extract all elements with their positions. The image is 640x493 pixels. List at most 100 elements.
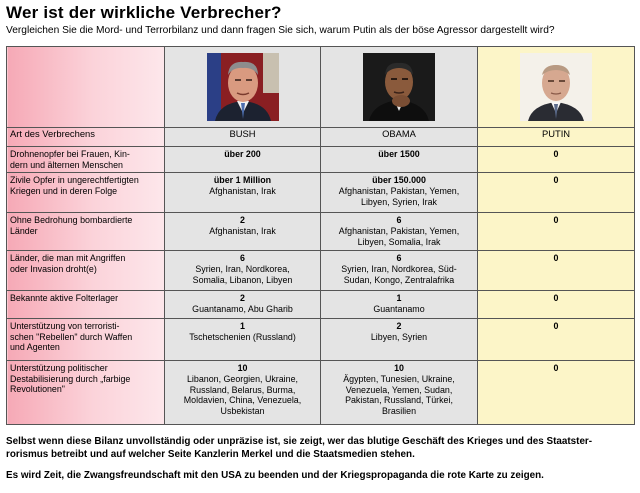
obama-detail-line: Pakistan, Russland, Türkei,	[345, 395, 453, 406]
portrait-cell-bush	[164, 46, 321, 128]
row-label-line: oder Invasion droht(e)	[10, 263, 97, 274]
portrait-photo-obama	[363, 53, 435, 121]
row-label-cell: Länder, die man mit Angriffen oder Invasi…	[6, 250, 165, 291]
table-row: Unterstützung von terroristi-schen "Rebe…	[6, 318, 635, 361]
bush-value: über 1 Million	[213, 175, 272, 185]
page-title: Wer ist der wirkliche Verbrecher?	[6, 3, 282, 22]
bush-value: 6	[240, 253, 245, 263]
table-row: Länder, die man mit Angriffen oder Invasi…	[6, 250, 635, 291]
portrait-row	[6, 46, 635, 128]
row-label-line: Revolutionen"	[10, 384, 65, 395]
bush-value: 1	[240, 321, 245, 331]
row-label-line: schen "Rebellen" durch Waffen	[10, 331, 133, 342]
bush-detail-line: Tschetschenien (Russland)	[189, 332, 296, 342]
putin-cell: 0	[477, 290, 635, 319]
header-name-bush: BUSH	[164, 127, 321, 147]
putin-cell: 0	[477, 146, 635, 173]
obama-value: über 150.000	[372, 175, 426, 185]
obama-detail-line: Ägypten, Tunesien, Ukraine,	[343, 374, 455, 384]
obama-cell: über 150.000 Afghanistan, Pakistan, Yemen…	[320, 172, 478, 213]
bush-detail-line: Russland, Belarus, Burma,	[189, 384, 296, 395]
header-row: Art des Verbrechens BUSH OBAMA PUTIN	[6, 127, 635, 147]
row-label-cell: Unterstützung politischer Destabilisierun…	[6, 360, 165, 425]
obama-cell: 1 Guantanamo	[320, 290, 478, 319]
bush-detail-line: Libanon, Georgien, Ukraine,	[186, 374, 298, 384]
putin-cell: 0	[477, 250, 635, 291]
portrait-photo-bush	[206, 53, 279, 121]
row-label-line: Kriegen und in deren Folge	[10, 185, 118, 196]
bush-cell: 2 Guantanamo, Abu Gharib	[164, 290, 321, 319]
row-label-line: Ohne Bedrohung bombardierte	[10, 215, 133, 225]
row-label-line: Unterstützung politischer	[10, 363, 108, 373]
row-label-cell: Unterstützung von terroristi-schen "Rebe…	[6, 318, 165, 361]
obama-value: 6	[396, 253, 402, 263]
table-row: Unterstützung politischer Destabilisierun…	[6, 360, 635, 425]
putin-cell: 0	[477, 212, 635, 251]
table-row: Drohnenopfer bei Frauen, Kin-dern und äl…	[6, 146, 635, 173]
bush-detail-line: Moldavien, China, Venezuela,	[183, 395, 302, 406]
bush-cell: 1 Tschetschenien (Russland)	[164, 318, 321, 361]
bush-detail-line: Usbekistan	[220, 405, 265, 416]
putin-value: 0	[553, 253, 559, 263]
header-name-obama: OBAMA	[320, 127, 478, 147]
table-row: Bekannte aktive Folterlager 2 Guantanamo, …	[6, 290, 635, 319]
obama-detail-line: Venezuela, Yemen, Sudan,	[345, 384, 453, 395]
row-label-cell: Bekannte aktive Folterlager	[6, 290, 165, 319]
obama-value: 6	[396, 215, 402, 225]
obama-detail-line: Guantanamo	[373, 304, 425, 314]
obama-cell: über 1500	[320, 146, 478, 173]
portrait-photo-putin	[520, 53, 592, 121]
row-label-cell: Ohne Bedrohung bombardierte Länder	[6, 212, 165, 251]
bush-detail-line: Afghanistan, Irak	[209, 186, 276, 196]
row-label-line: Unterstützung von terroristi-	[10, 321, 120, 331]
bush-cell: über 1 Million Afghanistan, Irak	[164, 172, 321, 213]
row-label-line: Destabilisierung durch „farbige	[10, 373, 131, 384]
header-name-putin: PUTIN	[477, 127, 635, 147]
putin-value: 0	[553, 363, 559, 373]
row-label-line: Zivile Opfer in ungerechtfertigten	[10, 175, 139, 185]
obama-value: 2	[396, 321, 402, 331]
bush-detail-line: Afghanistan, Irak	[209, 226, 276, 236]
obama-detail-line: Libyen, Somalia, Irak	[357, 236, 441, 247]
bush-cell: über 200	[164, 146, 321, 173]
obama-detail-line: Brasilien	[381, 405, 417, 416]
bush-value: 10	[237, 363, 248, 373]
comparison-table: Art des Verbrechens BUSH OBAMA PUTIN Dro…	[6, 46, 635, 425]
row-label-line: Länder, die man mit Angriffen	[10, 253, 126, 263]
bush-value: 2	[240, 215, 245, 225]
row-label-line: Bekannte aktive Folterlager	[10, 293, 119, 303]
putin-value: 0	[553, 293, 559, 303]
obama-value: 1	[396, 293, 402, 303]
footer-call: Es wird Zeit, die Zwangsfreundschaft mit…	[6, 470, 544, 481]
obama-detail-line: Afghanistan, Pakistan, Yemen,	[338, 186, 460, 196]
table-row: Ohne Bedrohung bombardierte Länder 2 Afghan…	[6, 212, 635, 251]
putin-value: 0	[553, 175, 559, 185]
putin-value: 0	[553, 215, 559, 225]
obama-detail-line: Syrien, Iran, Nordkorea, Süd-	[341, 264, 457, 274]
obama-cell: 6 Syrien, Iran, Nordkorea, Süd- Sudan, Kon…	[320, 250, 478, 291]
obama-detail-line: Sudan, Kongo, Zentralafrika	[343, 274, 455, 285]
footer-note: Selbst wenn diese Bilanz unvollständig o…	[6, 436, 593, 460]
bush-detail-line: Guantanamo, Abu Gharib	[192, 304, 293, 314]
obama-cell: 6 Afghanistan, Pakistan, Yemen, Libyen, So…	[320, 212, 478, 251]
obama-detail-line: Afghanistan, Pakistan, Yemen,	[338, 226, 460, 236]
bush-cell: 6 Syrien, Iran, Nordkorea, Somalia, Libano…	[164, 250, 321, 291]
row-label-line: Länder	[10, 225, 38, 236]
putin-cell: 0	[477, 318, 635, 361]
obama-value: 10	[394, 363, 404, 373]
obama-detail-line: Libyen, Syrien	[370, 332, 428, 342]
bush-cell: 2 Afghanistan, Irak	[164, 212, 321, 251]
putin-cell: 0	[477, 360, 635, 425]
putin-cell: 0	[477, 172, 635, 213]
obama-detail-line: Libyen, Syrien, Irak	[361, 196, 437, 207]
portrait-empty-cell	[6, 46, 165, 128]
row-label-line: und Agenten	[10, 342, 60, 353]
putin-value: 0	[553, 321, 559, 331]
bush-detail-line: Syrien, Iran, Nordkorea,	[195, 264, 290, 274]
bush-cell: 10 Libanon, Georgien, Ukraine, Russland, B…	[164, 360, 321, 425]
obama-cell: 2 Libyen, Syrien	[320, 318, 478, 361]
row-label-cell: Drohnenopfer bei Frauen, Kin-dern und äl…	[6, 146, 165, 173]
row-label-line: dern und älternen Menschen	[10, 159, 123, 170]
table-row: Zivile Opfer in ungerechtfertigten Kriege…	[6, 172, 635, 213]
portrait-cell-putin	[477, 46, 635, 128]
